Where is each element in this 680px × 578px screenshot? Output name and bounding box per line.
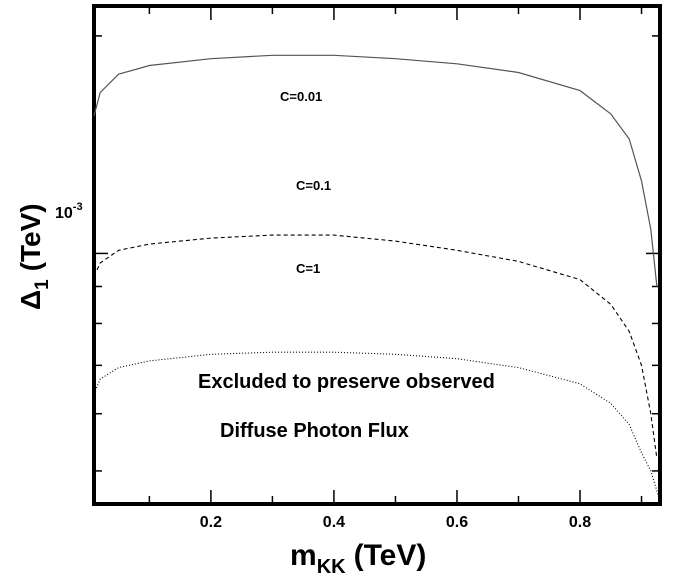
- curve-label-c1: C=1: [296, 261, 320, 276]
- x-axis-subscript: KK: [317, 556, 346, 578]
- series-line-0: [93, 54, 658, 287]
- curve-label-c001: C=0.01: [280, 89, 322, 104]
- tick-marks: [94, 6, 660, 504]
- x-tick-label-3: 0.8: [569, 514, 591, 531]
- x-tick-labels: 0.2 0.4 0.6 0.8: [200, 514, 591, 531]
- y-tick-base: 10: [55, 205, 73, 222]
- y-tick-exponent: -3: [73, 201, 83, 213]
- y-axis-unit: (TeV): [15, 203, 46, 271]
- x-axis-unit: (TeV): [354, 539, 427, 572]
- y-axis-subscript: 1: [32, 279, 53, 290]
- y-tick-label: 10-3: [55, 201, 83, 222]
- x-axis-symbol: m: [290, 539, 317, 572]
- y-axis-title: Δ1 (TeV): [15, 203, 53, 310]
- series-line-2: [93, 351, 660, 498]
- plot-frame: [92, 4, 662, 506]
- series-group: [93, 54, 660, 498]
- curve-label-c01: C=0.1: [296, 178, 331, 193]
- series-line-1: [93, 234, 658, 459]
- annotation-flux: Diffuse Photon Flux: [220, 420, 409, 442]
- x-tick-label-1: 0.4: [323, 514, 345, 531]
- y-axis-symbol: Δ: [15, 290, 46, 310]
- x-tick-label-0: 0.2: [200, 514, 222, 531]
- x-tick-label-2: 0.6: [446, 514, 468, 531]
- x-axis-title: mKK (TeV): [290, 539, 426, 578]
- annotation-excluded: Excluded to preserve observed: [198, 371, 495, 393]
